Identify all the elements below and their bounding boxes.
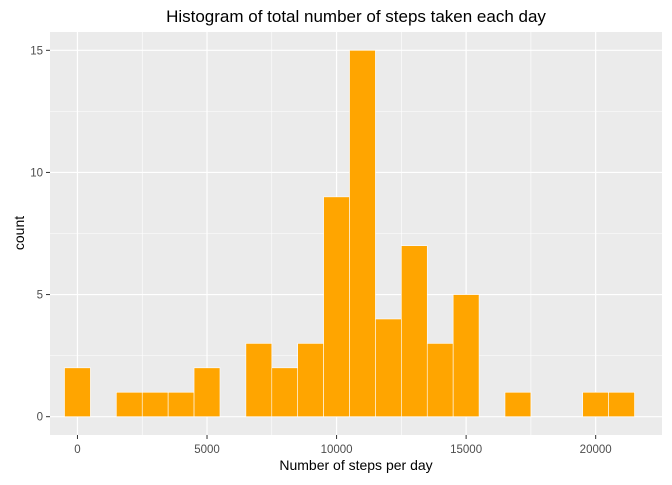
histogram-bar xyxy=(426,343,454,417)
histogram-bar xyxy=(504,391,532,417)
histogram-bar xyxy=(167,391,195,417)
histogram-bar xyxy=(452,294,480,417)
y-tick-label: 10 xyxy=(30,167,43,179)
histogram-bar xyxy=(116,391,143,417)
histogram-bar xyxy=(401,245,428,417)
histogram-bar xyxy=(271,367,299,417)
histogram-bar xyxy=(582,391,609,417)
x-tick-label: 15000 xyxy=(450,444,482,456)
x-axis-title: Number of steps per day xyxy=(279,457,432,473)
x-tick-label: 20000 xyxy=(580,444,612,456)
histogram-bar xyxy=(349,50,376,417)
histogram-bar xyxy=(141,391,169,417)
histogram-bar xyxy=(245,343,273,417)
chart-title: Histogram of total number of steps taken… xyxy=(166,7,546,26)
y-tick-label: 0 xyxy=(37,412,43,424)
x-tick-label: 0 xyxy=(74,444,80,456)
x-tick-label: 5000 xyxy=(194,444,220,456)
y-axis-title: count xyxy=(11,216,27,250)
y-tick-label: 5 xyxy=(37,290,43,302)
histogram-bars xyxy=(64,50,635,417)
x-axis: 0 5000 10000 15000 20000 xyxy=(74,435,612,456)
y-axis: 0 5 10 15 xyxy=(30,45,50,424)
y-tick-label: 15 xyxy=(30,45,43,57)
x-tick-label: 10000 xyxy=(321,444,353,456)
histogram-bar xyxy=(297,343,324,417)
histogram-bar xyxy=(64,367,91,417)
histogram-bar xyxy=(193,367,221,417)
histogram-bar xyxy=(323,196,350,417)
histogram-bar xyxy=(608,391,635,417)
histogram-bar xyxy=(375,318,402,417)
